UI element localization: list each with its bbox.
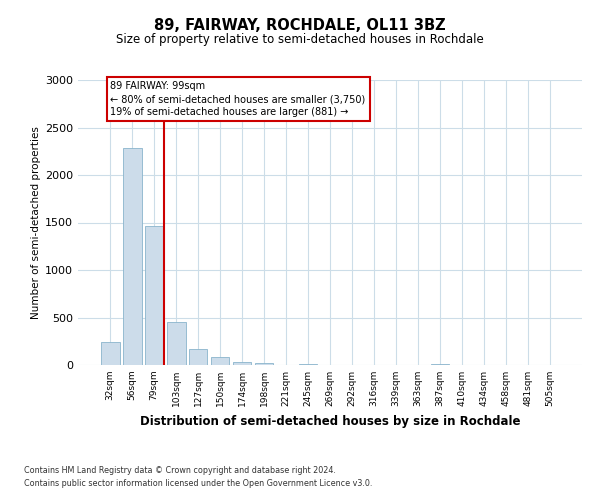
Text: Size of property relative to semi-detached houses in Rochdale: Size of property relative to semi-detach… bbox=[116, 32, 484, 46]
Bar bbox=[211, 357, 229, 365]
Bar bbox=[167, 322, 185, 365]
Text: Contains HM Land Registry data © Crown copyright and database right 2024.
Contai: Contains HM Land Registry data © Crown c… bbox=[24, 466, 373, 487]
Bar bbox=[101, 342, 119, 365]
Bar bbox=[255, 363, 274, 365]
Text: 89, FAIRWAY, ROCHDALE, OL11 3BZ: 89, FAIRWAY, ROCHDALE, OL11 3BZ bbox=[154, 18, 446, 32]
Bar bbox=[145, 226, 164, 365]
Bar bbox=[431, 364, 449, 365]
Bar bbox=[123, 148, 142, 365]
Bar bbox=[299, 364, 317, 365]
Bar bbox=[233, 362, 251, 365]
Text: 89 FAIRWAY: 99sqm
← 80% of semi-detached houses are smaller (3,750)
19% of semi-: 89 FAIRWAY: 99sqm ← 80% of semi-detached… bbox=[110, 81, 366, 118]
Bar bbox=[189, 350, 208, 365]
X-axis label: Distribution of semi-detached houses by size in Rochdale: Distribution of semi-detached houses by … bbox=[140, 414, 520, 428]
Y-axis label: Number of semi-detached properties: Number of semi-detached properties bbox=[31, 126, 41, 319]
